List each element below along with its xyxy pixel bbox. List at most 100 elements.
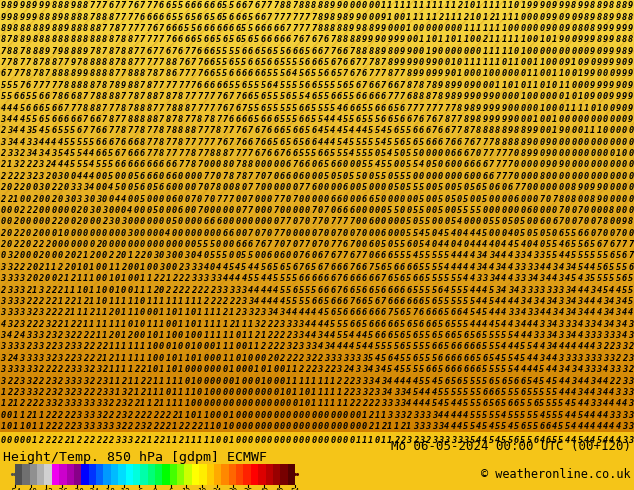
Text: 5: 5 xyxy=(248,251,253,260)
Text: 1: 1 xyxy=(134,308,139,317)
Text: 8: 8 xyxy=(463,115,469,124)
Text: 1: 1 xyxy=(108,365,113,374)
Text: 5: 5 xyxy=(318,115,323,124)
Text: 5: 5 xyxy=(470,297,475,306)
Text: 5: 5 xyxy=(45,126,50,135)
Text: 7: 7 xyxy=(153,103,158,113)
Text: 6: 6 xyxy=(39,103,44,113)
Text: 0: 0 xyxy=(552,92,557,101)
Text: 5: 5 xyxy=(527,343,532,351)
Text: 3: 3 xyxy=(121,436,126,445)
Text: 8: 8 xyxy=(178,126,183,135)
Text: 2: 2 xyxy=(89,251,94,260)
Text: 6: 6 xyxy=(242,1,247,10)
Text: 0: 0 xyxy=(146,183,152,192)
Text: 8: 8 xyxy=(343,13,348,22)
Text: 2: 2 xyxy=(146,411,152,419)
Text: 0: 0 xyxy=(305,195,310,203)
Text: 0: 0 xyxy=(584,47,589,56)
Text: 5: 5 xyxy=(368,354,373,363)
Text: 2: 2 xyxy=(89,308,94,317)
Text: 3: 3 xyxy=(248,308,253,317)
Text: 2: 2 xyxy=(184,274,190,283)
Text: 0: 0 xyxy=(261,206,266,215)
Text: 1: 1 xyxy=(184,411,190,419)
Text: 4: 4 xyxy=(457,263,462,272)
Text: 5: 5 xyxy=(299,138,304,147)
Text: 5: 5 xyxy=(349,81,354,90)
Text: 1: 1 xyxy=(330,399,335,408)
Text: 5: 5 xyxy=(470,376,475,386)
Text: 4: 4 xyxy=(165,229,171,238)
Text: 6: 6 xyxy=(375,308,380,317)
Text: 3: 3 xyxy=(1,343,6,351)
Text: 6: 6 xyxy=(330,308,335,317)
Text: 5: 5 xyxy=(489,436,494,445)
Text: 1: 1 xyxy=(223,422,228,431)
Text: 1: 1 xyxy=(159,376,164,386)
Text: 9: 9 xyxy=(356,13,361,22)
Text: 6: 6 xyxy=(489,376,494,386)
Text: 5: 5 xyxy=(318,103,323,113)
Text: 1: 1 xyxy=(254,343,259,351)
Text: 2: 2 xyxy=(134,411,139,419)
Text: 5: 5 xyxy=(292,92,297,101)
Text: 6: 6 xyxy=(204,58,209,67)
Text: 7: 7 xyxy=(83,92,88,101)
Text: 7: 7 xyxy=(32,70,37,78)
Text: 6: 6 xyxy=(521,376,526,386)
Text: 1: 1 xyxy=(457,35,462,44)
Text: 0: 0 xyxy=(26,240,31,249)
Text: 6: 6 xyxy=(476,343,481,351)
Text: 6: 6 xyxy=(210,1,215,10)
Text: 4: 4 xyxy=(305,319,310,329)
Text: 6: 6 xyxy=(280,24,285,33)
Text: 4: 4 xyxy=(330,115,335,124)
Text: 5: 5 xyxy=(153,206,158,215)
Text: 6: 6 xyxy=(305,160,310,170)
Text: 4: 4 xyxy=(254,286,259,294)
Text: 4: 4 xyxy=(476,240,481,249)
Text: 0: 0 xyxy=(261,436,266,445)
Text: 4: 4 xyxy=(559,308,564,317)
Text: 5: 5 xyxy=(521,217,526,226)
Text: 6: 6 xyxy=(343,240,348,249)
Text: 6: 6 xyxy=(622,274,627,283)
Text: 5: 5 xyxy=(438,206,443,215)
Text: 5: 5 xyxy=(482,195,488,203)
Text: 9: 9 xyxy=(337,1,342,10)
Text: 6: 6 xyxy=(400,138,405,147)
Text: 6: 6 xyxy=(514,436,519,445)
Text: 4: 4 xyxy=(362,331,367,340)
Text: 5: 5 xyxy=(495,343,500,351)
Text: 5: 5 xyxy=(280,286,285,294)
Text: 0: 0 xyxy=(413,240,418,249)
Text: 8: 8 xyxy=(628,13,633,22)
Text: 8: 8 xyxy=(39,35,44,44)
Text: 5: 5 xyxy=(419,217,424,226)
Text: 2: 2 xyxy=(394,436,399,445)
Text: 8: 8 xyxy=(476,126,481,135)
Text: 0: 0 xyxy=(546,183,551,192)
Text: 1: 1 xyxy=(83,274,88,283)
Text: 7: 7 xyxy=(89,126,94,135)
Text: 0: 0 xyxy=(140,308,145,317)
Text: 8: 8 xyxy=(102,58,107,67)
Text: 6: 6 xyxy=(349,58,354,67)
Text: 1: 1 xyxy=(165,331,171,340)
Text: 6: 6 xyxy=(362,297,367,306)
Text: 8: 8 xyxy=(51,35,56,44)
Text: 7: 7 xyxy=(146,58,152,67)
Text: 5: 5 xyxy=(58,126,63,135)
Text: 0: 0 xyxy=(20,251,25,260)
Text: 2: 2 xyxy=(102,343,107,351)
Text: 1: 1 xyxy=(51,263,56,272)
Text: 0: 0 xyxy=(89,217,94,226)
Text: 7: 7 xyxy=(178,70,183,78)
Text: 5: 5 xyxy=(400,251,405,260)
Text: 2: 2 xyxy=(223,297,228,306)
Text: 5: 5 xyxy=(210,251,215,260)
Text: 3: 3 xyxy=(552,286,557,294)
Text: 6: 6 xyxy=(438,126,443,135)
Text: 3: 3 xyxy=(571,365,576,374)
